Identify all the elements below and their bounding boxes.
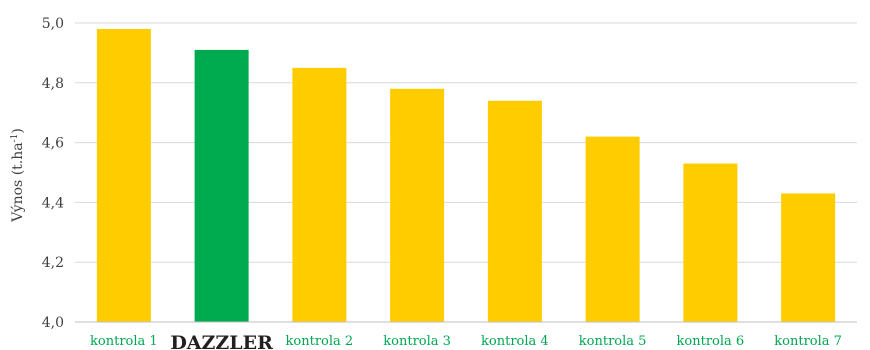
y-axis-label-text: Výnos (t.ha: [9, 142, 26, 222]
y-tick-label: 4,8: [42, 76, 64, 92]
x-tick-label: DAZZLER: [170, 332, 273, 350]
bar-kontrola-6: [683, 163, 738, 322]
x-tick-label: kontrola 2: [286, 334, 354, 349]
y-axis-label: Výnos (t.ha-1): [9, 128, 26, 223]
bar-kontrola-7: [781, 193, 836, 322]
x-axis-ticks: kontrola 1 DAZZLER kontrola 2 kontrola 3 kon…: [90, 332, 842, 350]
bars: [96, 28, 836, 323]
y-tick-label: 4,6: [42, 136, 64, 152]
x-tick-label: kontrola 5: [579, 334, 647, 349]
y-tick-label: 4,2: [42, 255, 64, 271]
y-axis-label-close: ): [10, 128, 26, 133]
bar-kontrola-4: [487, 100, 542, 323]
x-tick-label: kontrola 4: [481, 334, 549, 349]
x-tick-label: kontrola 1: [90, 334, 158, 349]
y-axis-ticks: 4,0 4,2 4,4 4,6 4,8 5,0: [42, 16, 64, 331]
gridlines: [75, 22, 857, 263]
x-tick-label: kontrola 3: [383, 334, 451, 349]
bar-kontrola-1: [96, 28, 151, 322]
x-tick-label: kontrola 7: [774, 334, 842, 349]
x-tick-label: kontrola 6: [677, 334, 745, 349]
y-axis-label-superscript: -1: [10, 134, 20, 143]
bar-kontrola-2: [292, 67, 347, 322]
bar-kontrola-5: [585, 136, 640, 322]
bar-kontrola-3: [390, 88, 445, 322]
y-tick-label: 4,4: [42, 195, 64, 211]
y-tick-label: 5,0: [42, 16, 64, 32]
y-tick-label: 4,0: [42, 315, 64, 331]
bar-dazzler: [194, 49, 249, 322]
